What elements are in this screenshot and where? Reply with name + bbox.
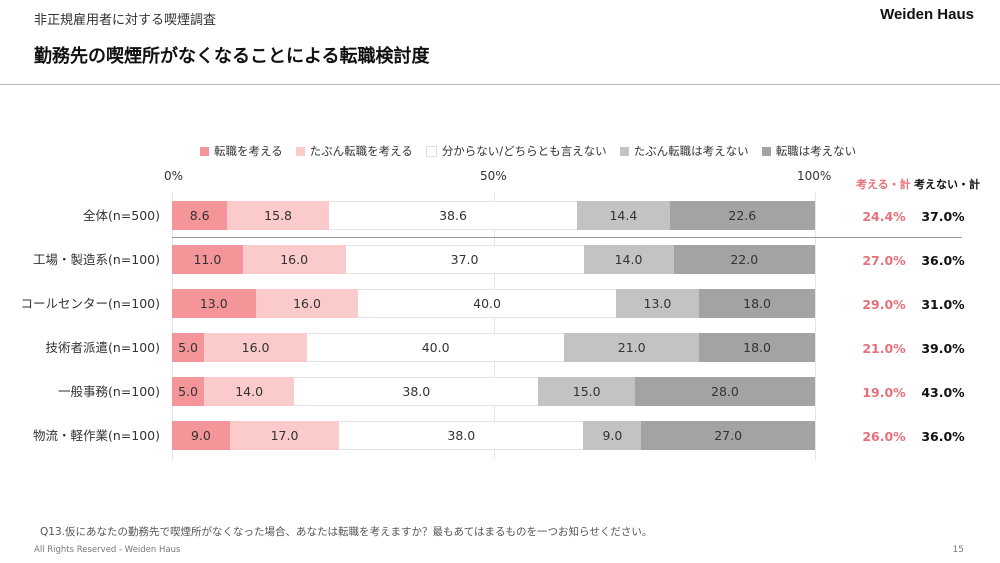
bar-segment-0-4: 22.6 bbox=[669, 201, 815, 230]
bar-segment-5-2: 38.0 bbox=[339, 421, 584, 450]
footer-copyright: All Rights Reserved - Weiden Haus bbox=[34, 545, 181, 555]
bar-segment-2-2: 40.0 bbox=[358, 289, 616, 318]
bar-segment-5-3: 9.0 bbox=[583, 421, 642, 450]
axis-tick-100: 100% bbox=[797, 169, 832, 183]
bar-segment-0-2: 38.6 bbox=[328, 201, 578, 230]
gridline-0 bbox=[172, 193, 173, 460]
legend-item-3: たぶん転職は考えない bbox=[619, 143, 749, 159]
legend-swatch-1 bbox=[295, 146, 305, 156]
row-label-3: 技術者派遣(n=100) bbox=[45, 340, 160, 355]
bar-segment-4-1: 14.0 bbox=[204, 377, 295, 406]
bar-segment-3-0: 5.0 bbox=[172, 333, 205, 362]
bar-segment-1-3: 14.0 bbox=[583, 245, 674, 274]
legend-swatch-4 bbox=[761, 146, 771, 156]
bar-segment-0-0: 8.6 bbox=[172, 201, 228, 230]
chart-legend: 転職を考える たぶん転職を考える 分からない/どちらとも言えない たぶん転職は考えない… bbox=[200, 143, 856, 159]
bar-row-2: 13.0 16.0 40.0 13.0 18.0 bbox=[172, 289, 815, 318]
legend-swatch-3 bbox=[619, 146, 629, 156]
bar-segment-3-4: 18.0 bbox=[699, 333, 815, 362]
consider-total-4: 19.0% bbox=[862, 385, 906, 400]
question-text: Q13.仮にあなたの勤務先で喫煙所がなくなった場合、あなたは転職を考えますか？最… bbox=[40, 526, 653, 538]
total-separator bbox=[172, 237, 962, 238]
legend-item-4: 転職は考えない bbox=[761, 143, 857, 159]
bar-segment-5-1: 17.0 bbox=[229, 421, 340, 450]
summary-header-consider: 考える・計 bbox=[856, 178, 911, 191]
page-subtitle: 非正規雇用者に対する喫煙調査 bbox=[34, 13, 217, 28]
row-label-5: 物流・軽作業(n=100) bbox=[32, 428, 160, 443]
row-label-0: 全体(n=500) bbox=[82, 208, 160, 223]
row-label-2: コールセンター(n=100) bbox=[20, 296, 160, 311]
bar-segment-3-1: 16.0 bbox=[204, 333, 308, 362]
legend-label-1: たぶん転職を考える bbox=[309, 144, 413, 158]
bar-row-3: 5.0 16.0 40.0 21.0 18.0 bbox=[172, 333, 815, 362]
legend-item-2: 分からない/どちらとも言えない bbox=[425, 143, 607, 159]
legend-label-2: 分からない/どちらとも言えない bbox=[441, 144, 607, 158]
summary-header-not-consider: 考えない・計 bbox=[914, 178, 980, 191]
not-consider-total-1: 36.0% bbox=[921, 253, 965, 268]
consider-total-5: 26.0% bbox=[862, 429, 906, 444]
bar-segment-3-3: 21.0 bbox=[564, 333, 700, 362]
bar-segment-4-0: 5.0 bbox=[172, 377, 205, 406]
bar-segment-5-0: 9.0 bbox=[172, 421, 230, 450]
bar-segment-2-1: 16.0 bbox=[255, 289, 359, 318]
bar-segment-1-0: 11.0 bbox=[172, 245, 243, 274]
brand-logo: Weiden Haus bbox=[880, 6, 974, 23]
bar-segment-4-4: 28.0 bbox=[634, 377, 815, 406]
legend-label-4: 転職は考えない bbox=[775, 144, 857, 158]
page-number: 15 bbox=[952, 545, 964, 555]
bar-segment-5-4: 27.0 bbox=[641, 421, 815, 450]
bar-segment-1-1: 16.0 bbox=[242, 245, 346, 274]
bar-row-4: 5.0 14.0 38.0 15.0 28.0 bbox=[172, 377, 815, 406]
not-consider-total-4: 43.0% bbox=[921, 385, 965, 400]
legend-label-3: たぶん転職は考えない bbox=[633, 144, 749, 158]
consider-total-0: 24.4% bbox=[862, 209, 906, 224]
bar-segment-2-4: 18.0 bbox=[699, 289, 815, 318]
bar-segment-1-4: 22.0 bbox=[673, 245, 815, 274]
legend-item-1: たぶん転職を考える bbox=[295, 143, 413, 159]
legend-label-0: 転職を考える bbox=[214, 144, 283, 158]
not-consider-total-2: 31.0% bbox=[921, 297, 965, 312]
not-consider-total-0: 37.0% bbox=[921, 209, 965, 224]
bar-segment-4-2: 38.0 bbox=[294, 377, 539, 406]
gridline-1 bbox=[493, 193, 495, 460]
bar-segment-2-0: 13.0 bbox=[172, 289, 256, 318]
bar-segment-2-3: 13.0 bbox=[615, 289, 700, 318]
not-consider-total-5: 36.0% bbox=[921, 429, 965, 444]
bar-row-0: 8.6 15.8 38.6 14.4 22.6 bbox=[172, 201, 815, 230]
bar-segment-3-2: 40.0 bbox=[307, 333, 565, 362]
not-consider-total-3: 39.0% bbox=[921, 341, 965, 356]
row-label-4: 一般事務(n=100) bbox=[57, 384, 160, 399]
gridline-2 bbox=[815, 193, 816, 460]
axis-tick-50: 50% bbox=[480, 169, 507, 183]
axis-tick-0: 0% bbox=[164, 169, 184, 183]
legend-swatch-0 bbox=[200, 146, 209, 156]
consider-total-2: 29.0% bbox=[862, 297, 906, 312]
bar-segment-0-3: 14.4 bbox=[577, 201, 670, 230]
legend-item-0: 転職を考える bbox=[200, 143, 283, 159]
bar-segment-4-3: 15.0 bbox=[538, 377, 635, 406]
bar-segment-1-2: 37.0 bbox=[345, 245, 584, 274]
consider-total-3: 21.0% bbox=[862, 341, 906, 356]
row-label-1: 工場・製造系(n=100) bbox=[32, 252, 160, 267]
bar-row-5: 9.0 17.0 38.0 9.0 27.0 bbox=[172, 421, 815, 450]
bar-segment-0-1: 15.8 bbox=[227, 201, 329, 230]
consider-total-1: 27.0% bbox=[862, 253, 906, 268]
bar-row-1: 11.0 16.0 37.0 14.0 22.0 bbox=[172, 245, 815, 274]
page-title: 勤務先の喫煙所がなくなることによる転職検討度 bbox=[34, 46, 430, 67]
legend-swatch-2 bbox=[425, 145, 437, 157]
header-divider bbox=[0, 84, 1000, 85]
